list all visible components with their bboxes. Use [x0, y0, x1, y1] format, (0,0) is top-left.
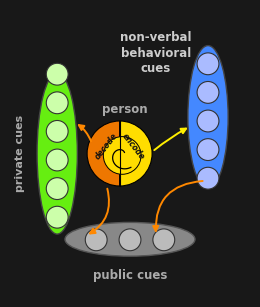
Text: non-verbal
behavioral
cues: non-verbal behavioral cues	[120, 31, 192, 75]
Circle shape	[85, 229, 107, 251]
Circle shape	[46, 92, 68, 114]
Circle shape	[197, 167, 219, 189]
Wedge shape	[87, 121, 120, 186]
Circle shape	[197, 81, 219, 103]
Circle shape	[46, 63, 68, 85]
Ellipse shape	[188, 46, 228, 188]
Circle shape	[119, 229, 141, 251]
Text: encode: encode	[120, 131, 146, 161]
Circle shape	[46, 149, 68, 171]
Wedge shape	[120, 121, 152, 186]
Text: private cues: private cues	[15, 115, 25, 192]
Circle shape	[46, 178, 68, 200]
Text: person: person	[102, 103, 148, 116]
Circle shape	[197, 139, 219, 161]
Circle shape	[153, 229, 175, 251]
Circle shape	[46, 120, 68, 142]
Text: public cues: public cues	[93, 269, 167, 282]
Ellipse shape	[37, 73, 77, 234]
Circle shape	[103, 137, 141, 174]
Ellipse shape	[65, 222, 195, 256]
Circle shape	[197, 110, 219, 132]
Circle shape	[197, 53, 219, 75]
Circle shape	[46, 206, 68, 228]
Text: decode: decode	[93, 131, 119, 161]
